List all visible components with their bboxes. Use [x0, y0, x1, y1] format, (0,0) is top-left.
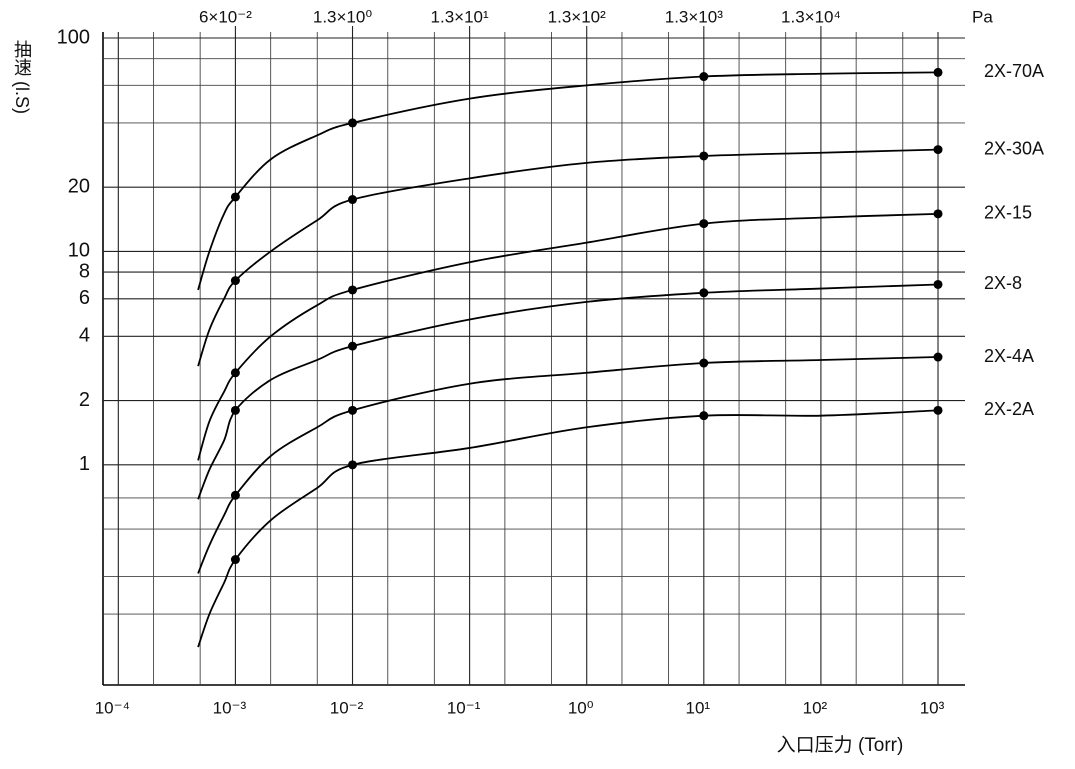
x-tick-label: 10³ [920, 698, 945, 717]
x2-axis-unit: Pa [972, 7, 993, 26]
y-tick-label: 2 [79, 389, 90, 411]
data-point [348, 460, 358, 470]
x2-tick-label: 1.3×10¹ [431, 7, 489, 26]
data-point [933, 67, 943, 77]
x2-tick-label: 1.3×10⁰ [313, 7, 372, 26]
x2-tick-label: 1.3×10² [548, 7, 606, 26]
data-point [230, 368, 240, 378]
data-point [933, 209, 943, 219]
data-point [230, 490, 240, 500]
series-line [197, 356, 939, 574]
data-point [348, 118, 358, 128]
data-point [699, 219, 709, 229]
x-tick-label: 10¹ [686, 698, 711, 717]
data-point [699, 72, 709, 82]
y-tick-label: 20 [68, 175, 90, 197]
data-point [933, 145, 943, 155]
x2-tick-label: 1.3×10³ [665, 7, 723, 26]
series-label: 2X-30A [984, 138, 1044, 158]
x2-tick-label: 6×10⁻² [199, 7, 252, 26]
x-tick-label: 10⁻³ [213, 698, 247, 717]
x-tick-label: 10⁰ [568, 698, 594, 717]
data-point [933, 405, 943, 415]
data-point [699, 358, 709, 368]
series-label: 2X-8 [984, 273, 1022, 293]
series-line [197, 409, 939, 648]
x-tick-label: 10⁻¹ [447, 698, 481, 717]
data-point [933, 279, 943, 289]
y-tick-label: 8 [79, 260, 90, 282]
data-point [348, 341, 358, 351]
data-point [348, 195, 358, 205]
data-point [348, 405, 358, 415]
data-point [699, 151, 709, 161]
data-point [699, 411, 709, 421]
series-line [197, 148, 939, 367]
x-tick-label: 10² [803, 698, 828, 717]
y-tick-label: 100 [57, 26, 90, 48]
series-line [197, 212, 939, 461]
data-point [348, 285, 358, 295]
series-line [197, 71, 939, 291]
data-point [230, 276, 240, 286]
x-axis-title: 入口压力 (Torr) [777, 734, 904, 756]
series-line [197, 283, 939, 500]
x2-tick-label: 1.3×10⁴ [781, 7, 841, 26]
data-point [699, 288, 709, 298]
series-label: 2X-2A [984, 399, 1034, 419]
x-tick-label: 10⁻² [330, 698, 364, 717]
data-point [933, 352, 943, 362]
data-point [230, 555, 240, 565]
series-label: 2X-15 [984, 203, 1032, 223]
x-tick-label: 10⁻⁴ [95, 698, 130, 717]
y-axis-title: 抽速 (l.S) [12, 40, 32, 114]
series-label: 2X-4A [984, 346, 1034, 366]
data-point [230, 405, 240, 415]
y-tick-label: 10 [68, 240, 90, 262]
series-label: 2X-70A [984, 61, 1044, 81]
y-tick-label: 6 [79, 287, 90, 309]
y-tick-label: 1 [79, 453, 90, 475]
y-tick-label: 4 [79, 325, 90, 347]
data-point [230, 192, 240, 202]
